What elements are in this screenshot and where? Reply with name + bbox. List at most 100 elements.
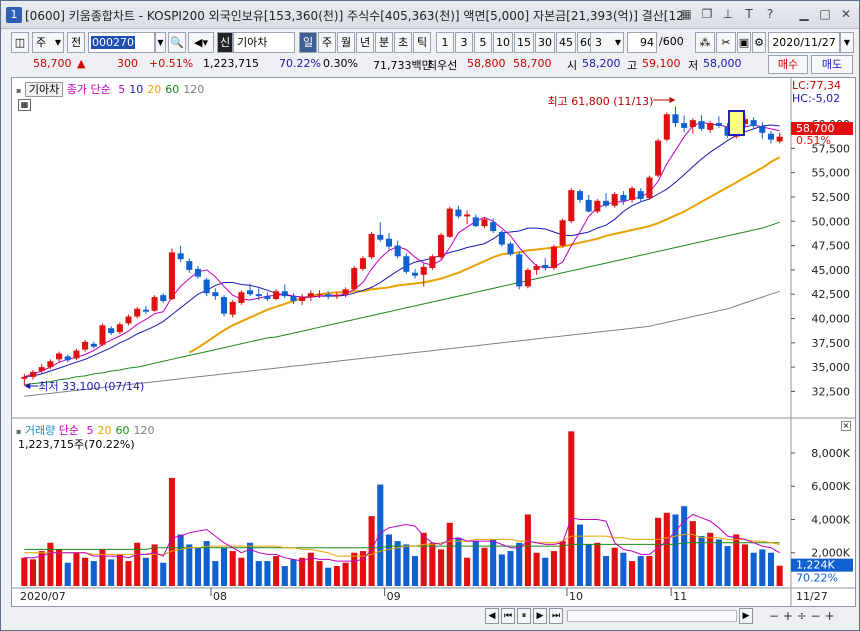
volume-legend-prefix: 단순 bbox=[58, 424, 80, 437]
minimize-icon[interactable]: ▁ bbox=[799, 7, 809, 21]
volume-bar bbox=[559, 541, 566, 586]
interval-tab-5[interactable]: 30 bbox=[535, 32, 555, 53]
candle-body bbox=[411, 272, 419, 276]
first-icon[interactable]: ⏮ bbox=[501, 608, 515, 624]
period-tab-4[interactable]: 분 bbox=[375, 32, 393, 53]
candle-body bbox=[82, 341, 89, 350]
zoom-out-icon[interactable]: − bbox=[769, 609, 780, 623]
volume-bar bbox=[524, 514, 531, 586]
speaker-icon[interactable]: ◀▾ bbox=[188, 32, 214, 53]
date-input[interactable]: 2020/11/27 bbox=[768, 32, 840, 53]
text-icon[interactable]: T bbox=[745, 7, 753, 21]
candle-body bbox=[238, 292, 245, 303]
table-icon[interactable]: ▦ bbox=[18, 99, 31, 111]
volume-bar bbox=[576, 524, 584, 586]
candle-body bbox=[646, 177, 653, 198]
candle-body bbox=[681, 123, 688, 128]
pause-icon[interactable]: ⏸ bbox=[517, 608, 531, 624]
close-icon[interactable]: ✕ bbox=[840, 7, 852, 21]
candle-body bbox=[767, 133, 775, 140]
volume-bar bbox=[681, 506, 688, 586]
last-icon[interactable]: ⏭ bbox=[549, 608, 563, 624]
candle-body bbox=[151, 297, 158, 311]
buy-button[interactable]: 매수 bbox=[768, 55, 808, 74]
zoom-in-icon[interactable]: + bbox=[782, 609, 793, 623]
zoom-fit-icon[interactable]: − bbox=[810, 609, 821, 623]
sell-button[interactable]: 매도 bbox=[811, 55, 853, 74]
volume-bar bbox=[21, 557, 28, 586]
interval-tab-6[interactable]: 45 bbox=[556, 32, 576, 53]
gear-icon[interactable]: ⚙ bbox=[752, 32, 766, 53]
volume-bar bbox=[351, 552, 358, 586]
pin-icon[interactable]: ⊥ bbox=[722, 7, 734, 21]
chart-scrollbar[interactable] bbox=[567, 610, 737, 622]
interval-tab-4[interactable]: 15 bbox=[514, 32, 534, 53]
price-panel-name[interactable]: 기아차 bbox=[24, 82, 64, 97]
grid-icon[interactable]: ▦ bbox=[680, 7, 692, 21]
scroll-right-icon[interactable]: ▶ bbox=[739, 608, 753, 624]
period-tab-3[interactable]: 년 bbox=[356, 32, 374, 53]
chart-svg[interactable]: 60,00057,50055,00052,50050,00047,50045,0… bbox=[12, 78, 855, 606]
play-icon[interactable]: ▶ bbox=[533, 608, 547, 624]
stock-name-field: 기아차 bbox=[233, 32, 295, 53]
search-icon[interactable]: 🔍 bbox=[168, 32, 186, 53]
period-tab-5[interactable]: 초 bbox=[394, 32, 412, 53]
interval-tab-2[interactable]: 5 bbox=[474, 32, 492, 53]
tools-icon[interactable]: ✂ bbox=[716, 32, 736, 53]
volume-bar bbox=[64, 562, 71, 586]
stock-code-value: 000270 bbox=[91, 36, 135, 49]
x-axis-label: 11 bbox=[673, 590, 687, 603]
candle-body bbox=[568, 190, 575, 222]
interval-tab-1[interactable]: 3 bbox=[455, 32, 473, 53]
volume-bar bbox=[168, 477, 175, 586]
interval-tab-0[interactable]: 1 bbox=[436, 32, 454, 53]
volume-bar bbox=[715, 539, 722, 586]
candle-body bbox=[351, 267, 358, 290]
volume-bar bbox=[507, 551, 514, 586]
maximize-icon[interactable]: □ bbox=[819, 7, 831, 21]
volume-bar bbox=[273, 556, 280, 586]
period-tab-2[interactable]: 월 bbox=[337, 32, 355, 53]
volume-bar bbox=[585, 544, 592, 586]
period-tab-1[interactable]: 주 bbox=[318, 32, 336, 53]
help-icon[interactable]: ? bbox=[766, 7, 774, 21]
all-button[interactable]: 전 bbox=[67, 32, 85, 53]
panel-close-icon[interactable]: × bbox=[841, 421, 851, 431]
volume-bar bbox=[342, 562, 349, 586]
candle-body bbox=[672, 114, 679, 124]
volume-bar bbox=[368, 516, 375, 586]
price-tick-label: 42,500 bbox=[812, 288, 851, 301]
count-input[interactable]: 94 bbox=[627, 32, 657, 53]
candle-body bbox=[576, 191, 584, 200]
ma-legend-3: 60 bbox=[165, 83, 180, 96]
period-tab-6[interactable]: 틱 bbox=[413, 32, 431, 53]
volume-bar bbox=[750, 552, 757, 586]
restore-icon[interactable]: ❐ bbox=[701, 7, 713, 21]
volume-bar bbox=[663, 512, 670, 586]
volume-collapse-icon[interactable]: ▪ bbox=[16, 427, 22, 436]
code-dropdown[interactable]: ▼ bbox=[155, 32, 166, 53]
save-icon[interactable]: ▣ bbox=[737, 32, 751, 53]
calendar-icon[interactable]: ▼ bbox=[840, 32, 854, 53]
period-select[interactable]: 주 ▼ bbox=[32, 32, 64, 53]
volume-bar bbox=[429, 542, 436, 586]
chart-area[interactable]: 60,00057,50055,00052,50050,00047,50045,0… bbox=[11, 77, 856, 607]
zoom-reset-icon[interactable]: ÷ bbox=[796, 609, 807, 623]
volume-bar bbox=[186, 544, 193, 586]
candle-icon[interactable]: ⁂ bbox=[695, 32, 715, 53]
stock-code-input[interactable]: 000270 bbox=[88, 32, 155, 53]
price-tick-label: 57,500 bbox=[812, 142, 851, 155]
collapse-icon[interactable]: ▪ bbox=[16, 86, 22, 95]
zoom-plus-icon[interactable]: + bbox=[824, 609, 835, 623]
interval-tab-3[interactable]: 10 bbox=[493, 32, 513, 53]
period-tab-0[interactable]: 일 bbox=[299, 32, 317, 53]
open-price: 58,200 bbox=[582, 57, 621, 70]
candle-body bbox=[698, 121, 705, 129]
interval-select[interactable]: 3 ▼ bbox=[590, 32, 624, 53]
scroll-left-icon[interactable]: ◀ bbox=[485, 608, 499, 624]
layout-icon[interactable]: ◫ bbox=[11, 32, 29, 53]
ma-legend-1: 10 bbox=[129, 83, 144, 96]
low-annotation: 최저 33,100 (07/14) bbox=[38, 380, 144, 393]
volume-bar bbox=[594, 542, 601, 586]
